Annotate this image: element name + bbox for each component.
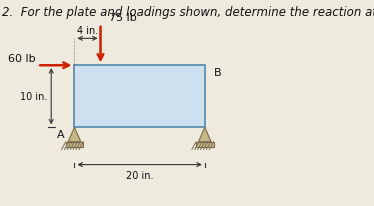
Text: A: A: [57, 130, 64, 140]
Polygon shape: [66, 142, 83, 147]
Polygon shape: [68, 128, 81, 142]
Text: 4 in.: 4 in.: [77, 26, 98, 36]
Text: 60 lb: 60 lb: [9, 54, 36, 64]
Text: 2.  For the plate and loadings shown, determine the reaction at A and B.: 2. For the plate and loadings shown, det…: [2, 6, 374, 19]
Polygon shape: [196, 142, 214, 147]
Text: B: B: [214, 68, 222, 78]
Text: 20 in.: 20 in.: [126, 170, 153, 180]
Text: 10 in.: 10 in.: [20, 92, 48, 102]
Bar: [74, 66, 205, 128]
Polygon shape: [198, 128, 211, 142]
Text: 75 lb: 75 lb: [109, 13, 137, 23]
